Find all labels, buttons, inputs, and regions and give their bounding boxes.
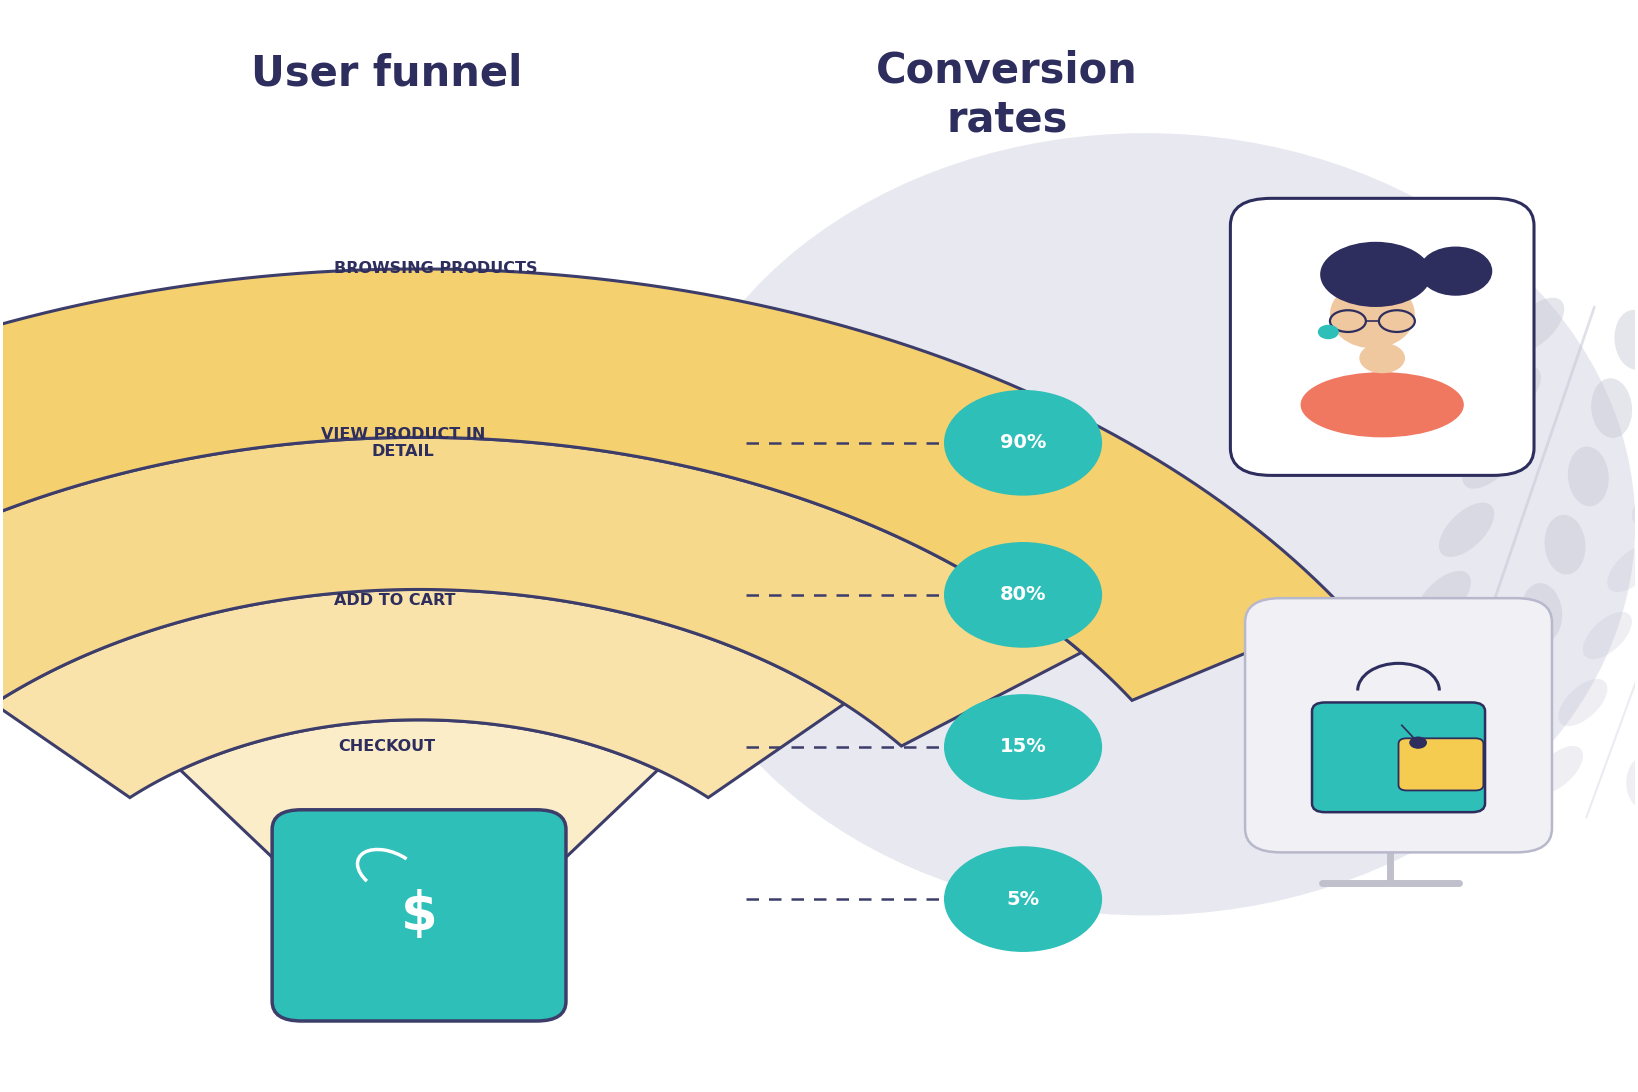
Ellipse shape <box>1497 652 1538 711</box>
Ellipse shape <box>1369 708 1425 762</box>
FancyBboxPatch shape <box>272 810 567 1021</box>
Ellipse shape <box>655 133 1635 915</box>
Text: 5%: 5% <box>1006 890 1040 909</box>
Text: BROWSING PRODUCTS: BROWSING PRODUCTS <box>334 261 537 276</box>
Ellipse shape <box>1545 514 1586 574</box>
FancyBboxPatch shape <box>1399 738 1484 791</box>
Text: ADD TO CART: ADD TO CART <box>334 593 455 608</box>
Ellipse shape <box>1415 571 1471 626</box>
Ellipse shape <box>1509 298 1564 352</box>
Ellipse shape <box>1392 639 1448 693</box>
Ellipse shape <box>1627 758 1638 809</box>
Circle shape <box>945 695 1101 799</box>
Ellipse shape <box>1568 447 1609 507</box>
Circle shape <box>945 847 1101 951</box>
Ellipse shape <box>1558 679 1607 726</box>
Polygon shape <box>0 590 844 797</box>
Ellipse shape <box>1582 612 1631 660</box>
Ellipse shape <box>1474 720 1515 780</box>
Ellipse shape <box>1522 583 1563 643</box>
Circle shape <box>945 391 1101 495</box>
Ellipse shape <box>1533 746 1582 793</box>
Text: CHECKOUT: CHECKOUT <box>337 739 436 755</box>
Polygon shape <box>0 269 1346 700</box>
Ellipse shape <box>1438 502 1494 557</box>
Ellipse shape <box>1320 241 1432 307</box>
Ellipse shape <box>1615 310 1638 370</box>
Ellipse shape <box>1631 478 1638 525</box>
FancyBboxPatch shape <box>1245 598 1551 853</box>
Text: 15%: 15% <box>999 737 1047 757</box>
Text: 80%: 80% <box>999 585 1047 604</box>
Ellipse shape <box>1607 545 1638 592</box>
Text: 90%: 90% <box>999 434 1047 452</box>
Ellipse shape <box>1590 378 1631 438</box>
Ellipse shape <box>1360 343 1405 373</box>
Circle shape <box>1420 247 1492 295</box>
Circle shape <box>1410 737 1427 748</box>
Ellipse shape <box>1330 281 1415 348</box>
Polygon shape <box>0 438 1081 746</box>
Text: $: $ <box>401 889 437 941</box>
Text: Conversion
rates: Conversion rates <box>876 50 1138 141</box>
FancyBboxPatch shape <box>1230 199 1535 475</box>
Ellipse shape <box>1486 366 1541 420</box>
Ellipse shape <box>1301 372 1464 438</box>
Circle shape <box>1319 325 1338 339</box>
FancyBboxPatch shape <box>1312 702 1486 812</box>
Ellipse shape <box>1463 435 1517 488</box>
Polygon shape <box>180 720 658 859</box>
Circle shape <box>945 543 1101 648</box>
Text: User funnel: User funnel <box>251 52 523 94</box>
Text: VIEW PRODUCT IN
DETAIL: VIEW PRODUCT IN DETAIL <box>321 427 485 459</box>
